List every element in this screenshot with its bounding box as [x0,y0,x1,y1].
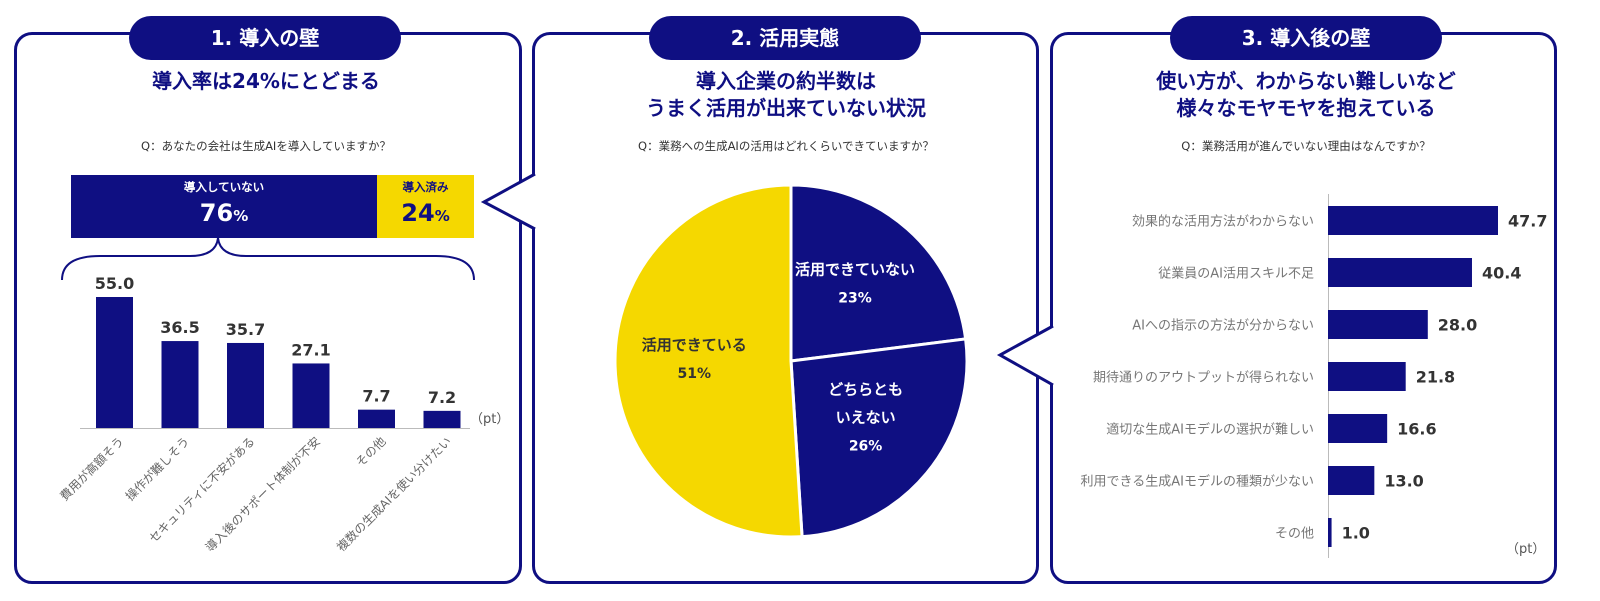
bar [423,410,461,428]
slice-label: 活用できていない [795,260,915,278]
not-adopted-value: 76% [199,199,249,227]
bar [1328,206,1498,235]
title-adoption: 導入率は24%にとどまる [152,69,380,93]
category-label: 従業員のAI活用スキル不足 [1158,266,1314,282]
data-label: 35.7 [226,320,265,339]
data-label: 13.0 [1384,472,1423,491]
tag-post-adoption: 3. 導入後の壁 [1170,16,1442,60]
slice-label: いえない [836,409,896,427]
pie-slice [613,183,804,539]
pie-slice [789,337,969,539]
data-label: 7.7 [362,387,390,406]
category-label: 期待通りのアウトプットが得られない [1093,370,1314,386]
bar [292,363,330,428]
tag-usage: 2. 活用実態 [649,16,921,60]
bar [227,342,264,428]
data-label: 55.0 [95,274,134,293]
data-label: 28.0 [1438,316,1477,335]
question-usage: Q：業務への生成AIの活用はどれくらいできていますか？ [638,139,934,153]
data-label: 40.4 [1482,264,1521,283]
not-adopted-label: 導入していない [183,180,265,194]
bar [1328,414,1388,443]
slice-value: 23% [838,290,872,306]
category-label: 利用できる生成AIモデルの種類が少ない [1081,474,1314,490]
bar-chart-reasons: 47.7 効果的な活用方法がわからない 40.4 従業員のAI活用スキル不足 28.0 A… [1081,194,1547,558]
bar [1328,362,1406,391]
bar [1328,310,1428,339]
pie-slice [789,183,968,363]
unit-adoption: （pt） [470,412,510,427]
stack-adopted: 導入済み 24% [377,175,474,238]
data-label: 7.2 [428,388,456,407]
question-adoption: Q：あなたの会社は生成AIを導入していますか？ [141,139,391,153]
slice-value: 26% [849,439,883,455]
data-label: 27.1 [291,340,330,359]
stack-not-adopted: 導入していない 76% [71,175,377,238]
bar [358,409,395,428]
category-label: 効果的な活用方法がわからない [1132,214,1314,230]
bar [161,341,199,428]
adopted-label: 導入済み [402,180,449,194]
title-usage: 導入企業の約半数は うまく活用が出来ていない状況 [646,69,926,120]
bar-chart-barriers: 55.0費用が高額そう36.5操作が難しそう35.7セキュリティに不安がある27… [57,274,470,554]
unit-post-adoption: （pt） [1506,542,1546,557]
data-label: 21.8 [1416,368,1455,387]
bar [1328,258,1472,287]
bar [1328,466,1375,495]
tag-adoption: 1. 導入の壁 [129,16,401,60]
brace [61,237,475,281]
adopted-value: 24% [401,199,450,227]
data-label: 36.5 [160,318,199,337]
bar [96,297,133,428]
category-label: 適切な生成AIモデルの選択が難しい [1106,422,1314,438]
category-label: その他 [1275,527,1314,542]
slice-value: 51% [677,366,711,382]
title-post-adoption: 使い方が、わからない難しいなど 様々なモヤモヤを抱えている [1156,69,1456,120]
data-label: 47.7 [1508,212,1547,231]
question-post-adoption: Q：業務活用が進んでいない理由はなんですか？ [1181,139,1431,153]
bar [1328,518,1332,547]
slice-label: 活用できている [642,336,747,354]
panel-post-adoption [1050,32,1557,584]
category-label: AIへの指示の方法が分からない [1132,318,1314,334]
data-label: 1.0 [1342,524,1370,543]
data-label: 16.6 [1397,420,1436,439]
slice-label: どちらとも [828,381,903,399]
